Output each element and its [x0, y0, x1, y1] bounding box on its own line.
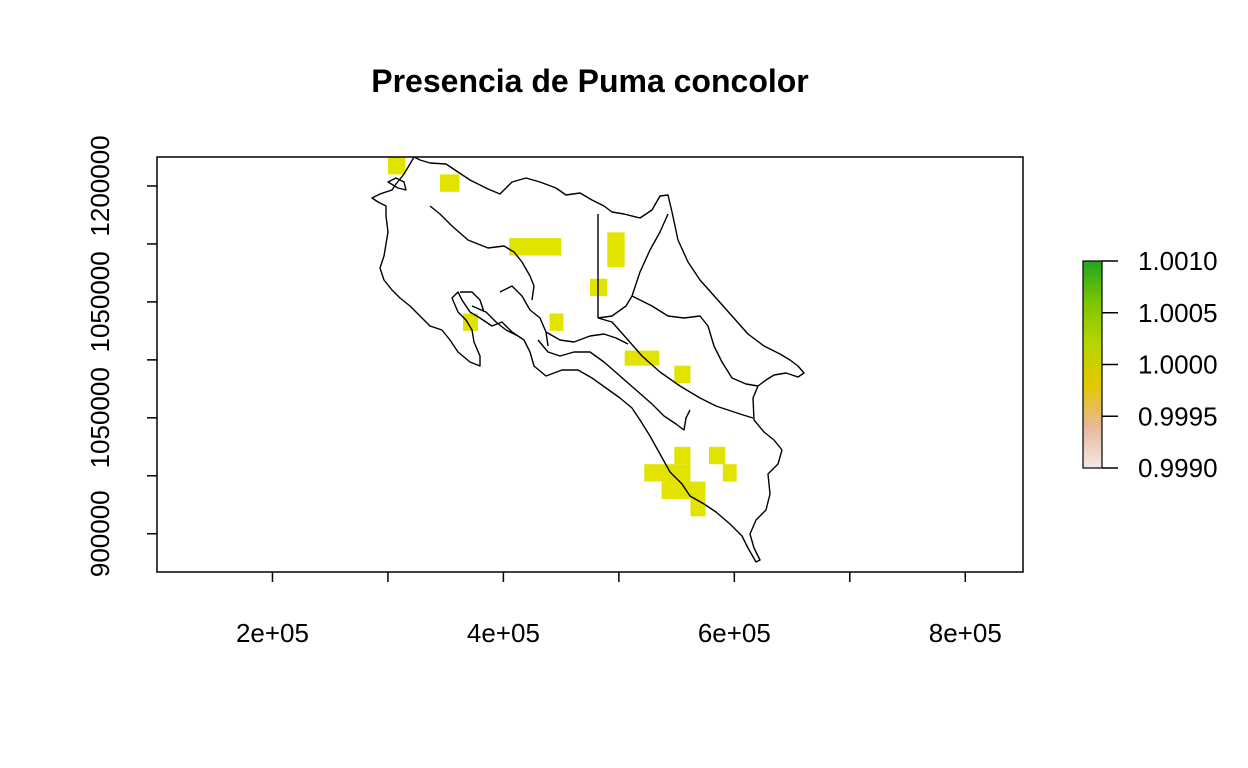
x-tick-label: 6e+05 [698, 618, 771, 648]
x-axis: 2e+05 4e+05 6e+05 8e+05 [236, 572, 1002, 648]
legend-colorbar [1082, 260, 1103, 469]
presence-cell [722, 464, 737, 482]
presence-cells [387, 157, 737, 517]
plot-frame [156, 156, 1024, 573]
y-tick-label: 900000 [85, 490, 115, 577]
presence-cell [462, 313, 478, 331]
presence-cell [690, 498, 706, 517]
x-tick-label: 4e+05 [467, 618, 540, 648]
presence-cell [674, 446, 691, 465]
color-legend: 1.0010 1.0005 1.0000 0.9995 0.9990 [1082, 246, 1218, 483]
presence-cell [607, 232, 625, 268]
legend-label: 0.9995 [1138, 401, 1218, 431]
presence-cell [708, 446, 726, 465]
legend-label: 1.0010 [1138, 246, 1218, 276]
presence-cell [509, 238, 562, 256]
legend-label: 0.9990 [1138, 453, 1218, 483]
chart-title: Presencia de Puma concolor [371, 63, 809, 99]
presence-cell [674, 365, 691, 384]
y-tick-label: 1050000 [85, 367, 115, 468]
y-tick-label: 1050000 [85, 251, 115, 352]
presence-cell [661, 481, 706, 499]
legend-ticks: 1.0010 1.0005 1.0000 0.9995 0.9990 [1102, 246, 1218, 483]
x-tick-label: 8e+05 [929, 618, 1002, 648]
x-tick-label: 2e+05 [236, 618, 309, 648]
y-axis: 900000 1050000 1050000 1200000 [85, 135, 157, 577]
legend-label: 1.0005 [1138, 298, 1218, 328]
presence-cell [439, 174, 460, 192]
presence-cell [549, 313, 564, 331]
presence-cell [644, 464, 691, 482]
y-tick-label: 1200000 [85, 135, 115, 236]
legend-label: 1.0000 [1138, 350, 1218, 380]
costa-rica-boundaries [371, 156, 805, 563]
presence-cell [387, 157, 406, 175]
presence-cell [624, 350, 660, 366]
